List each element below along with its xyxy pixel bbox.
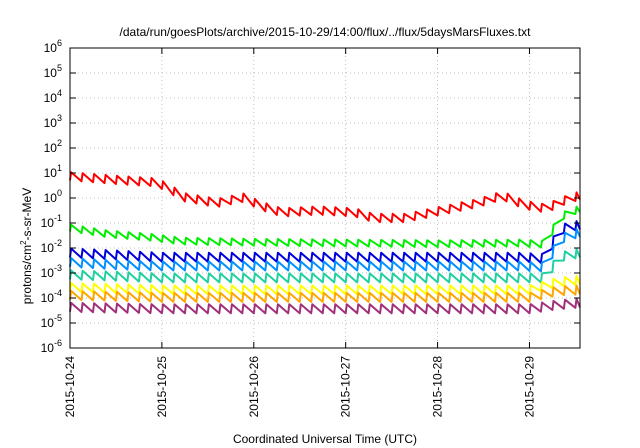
- y-tick-base: 10: [44, 116, 58, 130]
- y-tick-label: 102: [44, 138, 62, 155]
- x-tick-label: 2015-10-29: [522, 356, 536, 418]
- x-tick-label: 2015-10-26: [247, 356, 261, 418]
- y-tick-base: 10: [44, 41, 58, 55]
- series-line-6: [69, 284, 581, 303]
- y-tick-exponent: -4: [54, 288, 62, 298]
- y-axis-label-rest: -s-sr-MeV: [20, 188, 34, 241]
- series-line-7: [69, 297, 581, 315]
- y-tick-base: 10: [41, 291, 55, 305]
- y-tick-label: 10-5: [41, 313, 62, 330]
- y-tick-exponent: 0: [57, 188, 62, 198]
- y-tick-label: 10-6: [41, 338, 62, 355]
- y-tick-exponent: 2: [57, 138, 62, 148]
- y-tick-label: 106: [44, 38, 62, 55]
- y-axis-label-base: protons/cm: [20, 245, 34, 304]
- chart-title: /data/run/goesPlots/archive/2015-10-29/1…: [120, 25, 532, 39]
- y-tick-exponent: 1: [57, 163, 62, 173]
- series-line-3: [69, 228, 581, 273]
- y-tick-label: 10-2: [41, 238, 62, 255]
- y-tick-exponent: 4: [57, 88, 62, 98]
- y-tick-base: 10: [41, 216, 55, 230]
- y-tick-exponent: -2: [54, 238, 62, 248]
- y-tick-label: 100: [44, 188, 62, 205]
- y-tick-base: 10: [41, 241, 55, 255]
- series-line-0: [69, 171, 581, 224]
- y-tick-exponent: 5: [57, 63, 62, 73]
- y-axis-label-sup: 2: [19, 240, 28, 245]
- y-axis-label: protons/cm2-s-sr-MeV: [19, 188, 34, 304]
- y-tick-label: 10-1: [41, 213, 62, 230]
- y-tick-base: 10: [41, 316, 55, 330]
- y-tick-label: 104: [44, 88, 62, 105]
- y-tick-label: 103: [44, 113, 62, 130]
- y-tick-base: 10: [41, 266, 55, 280]
- y-tick-exponent: -5: [54, 313, 62, 323]
- y-tick-label: 10-3: [41, 263, 62, 280]
- y-tick-base: 10: [44, 141, 58, 155]
- y-tick-exponent: -3: [54, 263, 62, 273]
- series-line-1: [69, 205, 581, 249]
- series-line-2: [69, 220, 581, 264]
- x-axis-label: Coordinated Universal Time (UTC): [233, 432, 417, 446]
- y-tick-label: 10-4: [41, 288, 62, 305]
- y-tick-base: 10: [44, 66, 58, 80]
- y-tick-base: 10: [44, 191, 58, 205]
- series-line-4: [69, 248, 581, 284]
- y-tick-base: 10: [41, 341, 55, 355]
- x-tick-label: 2015-10-28: [431, 356, 445, 418]
- y-tick-exponent: -6: [54, 338, 62, 348]
- y-tick-base: 10: [44, 91, 58, 105]
- y-tick-exponent: 6: [57, 38, 62, 48]
- x-tick-label: 2015-10-27: [339, 356, 353, 418]
- y-tick-exponent: 3: [57, 113, 62, 123]
- x-tick-label: 2015-10-25: [155, 356, 169, 418]
- x-axis-ticks: 2015-10-24 2015-10-25 2015-10-26 2015-10-27…: [63, 48, 536, 417]
- y-axis-ticks: 10610510410310210110010-110-210-310-410-…: [41, 38, 580, 355]
- x-tick-label: 2015-10-24: [63, 356, 77, 418]
- y-tick-label: 105: [44, 63, 62, 80]
- series-line-5: [69, 274, 581, 296]
- series-group: [69, 171, 581, 315]
- y-tick-base: 10: [44, 166, 58, 180]
- y-tick-exponent: -1: [54, 213, 62, 223]
- y-tick-label: 101: [44, 163, 62, 180]
